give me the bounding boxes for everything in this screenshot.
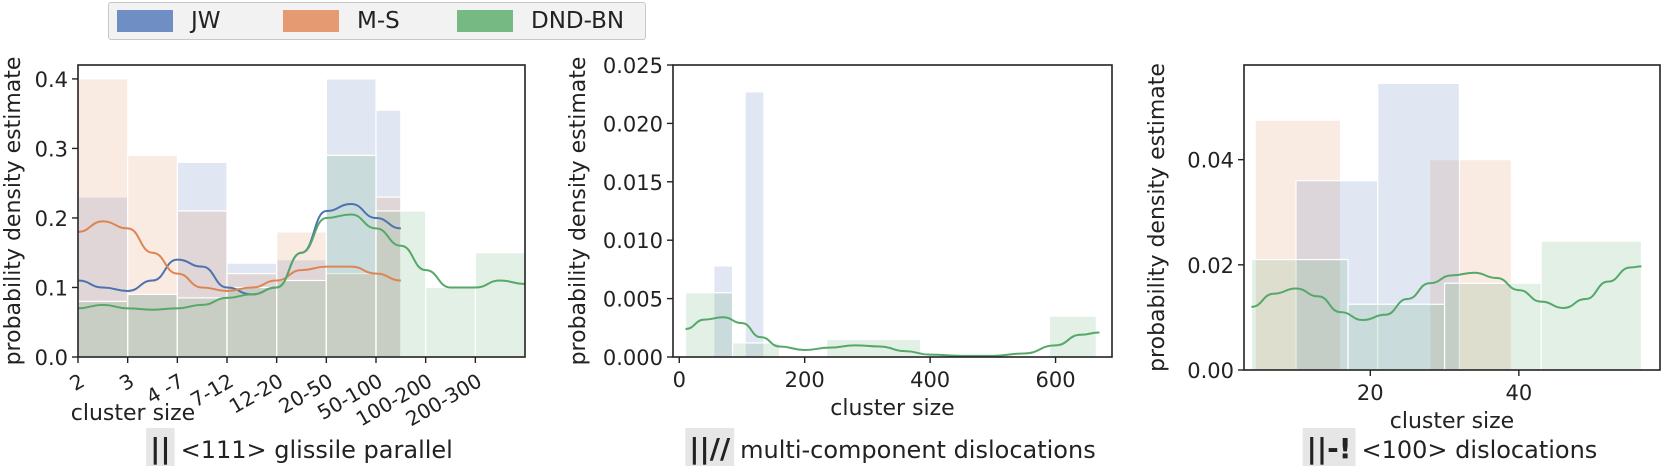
bar-jw-1 [127,293,178,358]
plots: 0.00.10.20.30.42 3 4 -77-1212-2020-5050-10… [1,54,1661,466]
bar-dnd-bn-3 [1540,240,1643,371]
y-tick-label: 0.025 [603,54,663,78]
y-tick-label: 0.1 [35,276,68,300]
legend-swatch-dndbn [457,10,513,32]
x-tick-label: 40 [1505,381,1532,405]
bar-dnd-bn-5 [325,154,377,358]
y-tick-label: 0.00 [1187,359,1234,383]
bar-dnd-bn-0 [684,292,734,358]
chart-title: <100> dislocations [1362,436,1598,464]
y-tick-label: 0.000 [603,346,663,370]
title-marker-bg [685,428,735,466]
axes-frame [77,64,526,358]
x-axis-label: cluster size [830,396,954,421]
y-tick-label: 0.010 [603,229,663,253]
x-tick-label: 200 [785,368,825,392]
x-tick-label: 2 [65,369,88,396]
title-group: ||-! <100> dislocations [1302,428,1598,466]
legend-item-ms: M-S [283,3,400,39]
y-tick-label: 0.02 [1187,254,1234,278]
title-marker-bg [1302,428,1356,466]
legend-item-dndbn: DND-BN [457,3,624,39]
bar-m-s-0 [77,78,129,358]
x-tick-label: 0 [673,368,686,392]
title-group: || <111> glissile parallel [146,428,453,466]
y-axis-label: probability density estimate [1,57,26,366]
bar-dnd-bn-1 [127,293,178,358]
y-tick-label: 0.005 [603,288,663,312]
bar-dnd-bn-8 [474,252,526,358]
chart-title: <111> glissile parallel [181,436,453,464]
bar-dnd-bn-7 [425,286,476,358]
title-marker: ||-! [1307,432,1352,465]
bar-jw-6 [375,109,402,358]
legend: JW M-S DND-BN [108,2,646,40]
bar-dnd-bn-2 [826,338,922,358]
y-tick-label: 0.3 [35,137,68,161]
y-tick-label: 0.0 [35,346,68,370]
panel-2: 0.000 0.005 0.010 0.015 0.020 0.025 0 200 400 600… [566,54,1113,466]
x-tick-label: 20 [1357,381,1384,405]
bar-dnd-bn-0 [77,300,129,358]
x-tick-label: 400 [910,368,950,392]
axes-frame [1243,64,1661,371]
legend-swatch-jw [117,10,173,32]
y-tick-label: 0.015 [603,171,663,195]
axes-frame [672,64,1113,358]
bar-dnd-bn-6 [375,210,427,358]
y-tick-label: 0.020 [603,112,663,136]
bar-jw-1 [744,91,765,358]
bar-m-s-0 [1254,119,1342,371]
title-group: ||// multi-component dislocations [685,428,1096,466]
bar-jw-0 [1295,180,1379,371]
y-axis-label: probability density estimate [566,57,591,366]
title-marker-bg [146,428,175,466]
y-tick-label: 0.2 [35,207,68,231]
y-tick-label: 0.4 [35,68,68,92]
bar-m-s-1 [127,154,178,358]
bar-dnd-bn-2 [1443,282,1542,371]
title-marker: || [150,432,170,465]
x-axis-label: cluster size [71,401,195,426]
legend-item-jw: JW [117,3,221,39]
x-tick-label: 12-20 [225,369,287,419]
panel-1: 0.00.10.20.30.42 3 4 -77-1212-2020-5050-10… [1,57,526,466]
legend-label-ms: M-S [357,8,400,34]
legend-label-jw: JW [191,8,221,34]
bar-dnd-bn-1 [1347,303,1446,371]
y-tick-label: 0.04 [1187,149,1234,173]
bar-m-s-1 [1429,159,1513,371]
x-axis-label: cluster size [1390,409,1514,434]
kde-line-dnd-bn [77,213,526,311]
kde-line-jw [77,203,401,296]
kde-line-dnd-bn [1251,265,1642,322]
bar-dnd-bn-0 [1250,258,1349,371]
legend-swatch-ms [283,10,339,32]
chart-title: multi-component dislocations [740,436,1096,464]
legend-label-dndbn: DND-BN [531,8,625,34]
x-tick-label: 600 [1036,368,1076,392]
x-tick-label: 3 [115,369,138,396]
panel-3: 0.00 0.02 0.04 20 40 cluster size probability … [1145,63,1661,466]
kde-line-m-s [77,220,401,292]
kde-line-dnd-bn [685,316,1100,357]
title-marker: ||// [689,432,731,465]
y-axis-label: probability density estimate [1145,63,1170,372]
bar-dnd-bn-4 [276,279,327,358]
